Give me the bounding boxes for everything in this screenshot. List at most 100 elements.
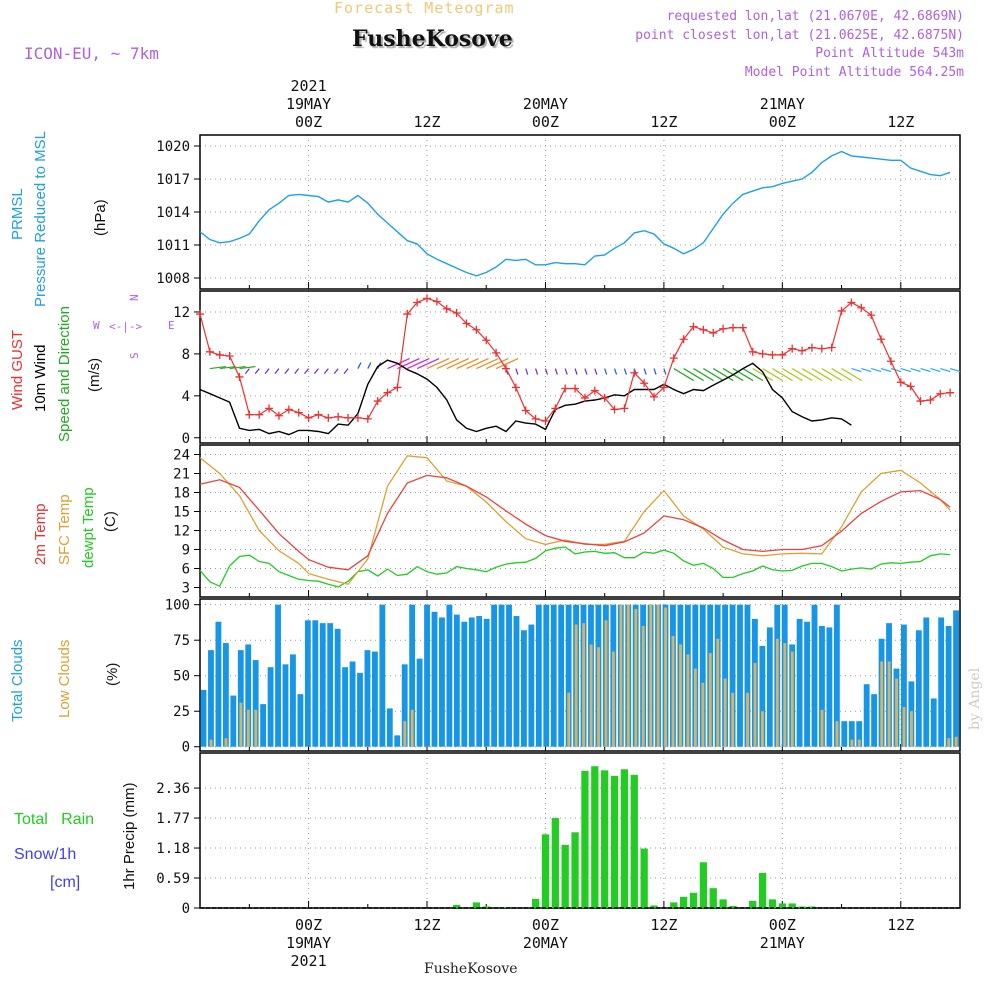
wind-gust-marker (768, 350, 777, 359)
total-cloud-bar (737, 604, 743, 747)
total-cloud-bar (923, 617, 930, 747)
wind-gust-marker (610, 405, 619, 414)
rain-bar (610, 775, 619, 908)
rain-bar (699, 862, 708, 908)
wind-direction-arrow (673, 368, 695, 382)
wind-gust-marker (432, 297, 441, 306)
low-cloud-bar (686, 654, 690, 747)
bottom-time-label: 12Z (650, 916, 677, 934)
top-time-label: 12Z (887, 113, 914, 131)
wind-gust-marker (541, 416, 550, 425)
wind-direction-arrow (594, 368, 598, 375)
total-cloud-bar (699, 604, 706, 747)
rain-bar (531, 898, 540, 908)
wind-gust-marker (580, 393, 589, 402)
wind-direction-arrow (940, 367, 951, 373)
faded-title: Forecast Meteogram (334, 0, 515, 17)
wind-gust-marker (728, 323, 737, 332)
y-tick-label: 0 (182, 431, 190, 447)
bottom-time-label: 12Z (887, 916, 914, 934)
total-cloud-bar (528, 624, 535, 747)
wind-direction-arrow (683, 368, 704, 382)
total-cloud-bar (349, 661, 356, 747)
wind-direction-arrow (653, 368, 657, 375)
wind-gust-marker (235, 372, 244, 381)
wind-direction-arrow (742, 368, 764, 382)
y-tick-label: 0 (182, 901, 190, 917)
wind-gust-marker (274, 411, 283, 420)
total-cloud-bar (804, 621, 810, 747)
rain-bar (472, 902, 480, 908)
wind-direction-arrow (294, 368, 300, 374)
wind-direction-arrow (544, 368, 549, 375)
low-cloud-bar (790, 651, 794, 747)
low-cloud-bar (895, 678, 898, 747)
wind-gust-marker (304, 413, 313, 422)
total-cloud-bar (230, 695, 237, 747)
low-cloud-bar (597, 647, 600, 747)
total-cloud-bar (863, 684, 870, 747)
wind-gust-marker (709, 328, 718, 337)
rain-bar (551, 818, 559, 908)
wind-direction-arrow (476, 358, 499, 370)
requested-coords: requested lon,lat (21.0670E, 42.6869N) (666, 9, 964, 24)
wind-gust-marker (501, 364, 510, 373)
wind-direction-arrow (343, 368, 349, 374)
total-cloud-bar (491, 604, 498, 747)
wind-gust-line (199, 297, 951, 422)
total-cloud-bar (304, 620, 311, 747)
total-cloud-bar (416, 658, 423, 747)
low-cloud-bar (589, 644, 593, 747)
rain-bar (601, 770, 609, 908)
wind-gust-marker (363, 414, 372, 423)
top-time-label: 12Z (650, 113, 677, 131)
wind-direction-arrow (274, 368, 280, 374)
total-cloud-bar (871, 694, 878, 747)
wind-direction-arrow (693, 368, 714, 382)
y-tick-label: 4 (182, 389, 190, 405)
wind-direction-arrow (357, 362, 362, 369)
low-cloud-bar (954, 736, 958, 747)
total-cloud-bar (327, 623, 334, 747)
rain-bar (620, 769, 629, 908)
low-cloud-bar (746, 692, 749, 747)
wind-direction-arrow (284, 368, 290, 374)
wind-direction-arrow (313, 368, 319, 374)
wind-gust-marker (492, 348, 501, 357)
wind-direction-arrow (870, 367, 882, 373)
y-tick-label: 1014 (156, 205, 190, 221)
total-cloud-bar (766, 627, 773, 747)
wind-direction-arrow (613, 368, 618, 375)
total-cloud-bar (364, 650, 371, 747)
y-tick-label: 6 (182, 562, 190, 578)
low-cloud-bar (902, 706, 906, 747)
low-cloud-bar (567, 692, 571, 747)
rain-bar (808, 906, 816, 908)
wind-gust-marker (758, 349, 767, 358)
dewpoint-line (199, 546, 951, 588)
rain-bar (670, 902, 678, 908)
wind-direction-arrow (712, 368, 734, 382)
wind-gust-marker (590, 386, 599, 395)
wind-gust-marker (886, 357, 895, 366)
rain-bar (689, 892, 698, 908)
wind-direction-arrow (890, 367, 902, 373)
low-cloud-bar (604, 620, 608, 747)
y-tick-label: 1020 (156, 139, 190, 155)
low-cloud-bar (910, 711, 913, 747)
total-cloud-bar (565, 604, 572, 747)
wind-gust-marker (669, 354, 678, 363)
rain-bar (749, 900, 757, 908)
wind-direction-arrow (920, 367, 931, 373)
wind-gust-marker (571, 384, 580, 393)
wind-gust-marker (778, 350, 787, 359)
top-time-label: 21MAY (760, 95, 805, 113)
total-cloud-bar (476, 616, 483, 747)
rain-bar (561, 844, 569, 908)
y-tick-label: 1011 (156, 238, 190, 254)
wind-direction-arrow (485, 358, 509, 370)
wind-gust-marker (807, 343, 816, 352)
wind-direction-arrow (801, 368, 823, 382)
low-cloud-bar (410, 709, 414, 747)
